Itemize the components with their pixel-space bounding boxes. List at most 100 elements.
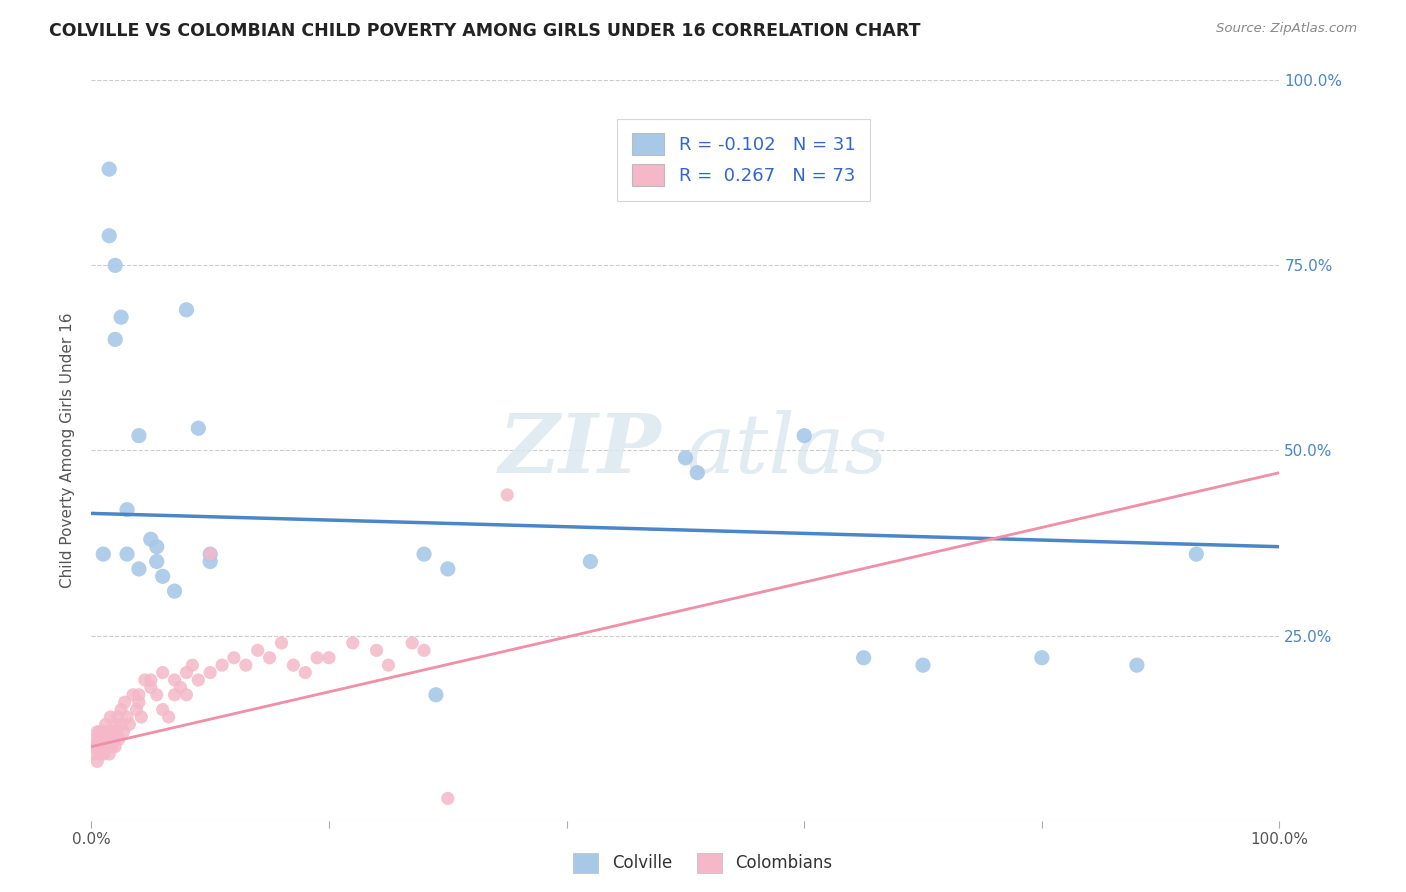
- Point: [104, 739, 127, 754]
- Point: [181, 658, 204, 673]
- Point: [96, 739, 118, 754]
- Point: [139, 673, 162, 687]
- Point: [163, 673, 186, 687]
- Point: [134, 673, 156, 687]
- Point: [145, 540, 167, 554]
- Point: [87, 732, 110, 747]
- Point: [100, 739, 122, 754]
- Point: [107, 732, 129, 747]
- Legend: R = -0.102   N = 31, R =  0.267   N = 73: R = -0.102 N = 31, R = 0.267 N = 73: [617, 119, 870, 201]
- Point: [115, 502, 138, 516]
- Point: [114, 695, 136, 709]
- Point: [89, 747, 111, 761]
- Point: [283, 658, 305, 673]
- Point: [91, 747, 114, 761]
- Point: [107, 710, 129, 724]
- Point: [105, 724, 128, 739]
- Point: [118, 717, 141, 731]
- Point: [342, 636, 364, 650]
- Legend: Colville, Colombians: Colville, Colombians: [567, 847, 839, 880]
- Text: COLVILLE VS COLOMBIAN CHILD POVERTY AMONG GIRLS UNDER 16 CORRELATION CHART: COLVILLE VS COLOMBIAN CHILD POVERTY AMON…: [49, 22, 921, 40]
- Point: [152, 569, 174, 583]
- Point: [436, 791, 458, 805]
- Point: [200, 547, 222, 561]
- Point: [145, 555, 167, 569]
- Point: [246, 643, 269, 657]
- Point: [294, 665, 316, 680]
- Point: [579, 555, 602, 569]
- Point: [97, 724, 120, 739]
- Text: atlas: atlas: [685, 410, 887, 491]
- Point: [104, 717, 127, 731]
- Point: [413, 547, 436, 561]
- Point: [104, 259, 127, 273]
- Point: [98, 228, 121, 243]
- Point: [128, 695, 150, 709]
- Point: [139, 533, 162, 547]
- Point: [128, 562, 150, 576]
- Point: [115, 547, 138, 561]
- Point: [169, 681, 191, 695]
- Point: [90, 739, 112, 754]
- Point: [84, 739, 107, 754]
- Point: [911, 658, 934, 673]
- Point: [98, 732, 121, 747]
- Point: [122, 688, 145, 702]
- Point: [176, 665, 198, 680]
- Point: [86, 724, 108, 739]
- Point: [93, 739, 115, 754]
- Point: [84, 732, 107, 747]
- Point: [128, 428, 150, 442]
- Point: [86, 755, 108, 769]
- Point: [98, 747, 121, 761]
- Point: [270, 636, 292, 650]
- Point: [176, 302, 198, 317]
- Point: [235, 658, 257, 673]
- Point: [307, 650, 329, 665]
- Point: [129, 710, 152, 724]
- Point: [94, 732, 117, 747]
- Point: [91, 732, 114, 747]
- Point: [1031, 650, 1053, 665]
- Point: [103, 732, 125, 747]
- Point: [436, 562, 458, 576]
- Point: [94, 717, 117, 731]
- Point: [101, 724, 124, 739]
- Point: [152, 703, 174, 717]
- Point: [110, 717, 132, 731]
- Point: [401, 636, 423, 650]
- Text: ZIP: ZIP: [499, 410, 662, 491]
- Point: [91, 547, 114, 561]
- Text: Source: ZipAtlas.com: Source: ZipAtlas.com: [1216, 22, 1357, 36]
- Point: [200, 665, 222, 680]
- Point: [91, 724, 114, 739]
- Point: [152, 665, 174, 680]
- Point: [128, 688, 150, 702]
- Point: [110, 703, 132, 717]
- Point: [413, 643, 436, 657]
- Point: [222, 650, 245, 665]
- Point: [163, 688, 186, 702]
- Point: [110, 310, 132, 325]
- Point: [84, 747, 107, 761]
- Point: [112, 724, 135, 739]
- Point: [139, 681, 162, 695]
- Point: [163, 584, 186, 599]
- Point: [377, 658, 399, 673]
- Point: [673, 450, 696, 465]
- Point: [852, 650, 875, 665]
- Point: [211, 658, 233, 673]
- Point: [200, 555, 222, 569]
- Point: [686, 466, 709, 480]
- Point: [366, 643, 388, 657]
- Point: [115, 710, 138, 724]
- Point: [100, 710, 122, 724]
- Point: [145, 688, 167, 702]
- Y-axis label: Child Poverty Among Girls Under 16: Child Poverty Among Girls Under 16: [60, 313, 76, 588]
- Point: [200, 547, 222, 561]
- Point: [89, 724, 111, 739]
- Point: [176, 688, 198, 702]
- Point: [496, 488, 519, 502]
- Point: [187, 421, 209, 435]
- Point: [1126, 658, 1149, 673]
